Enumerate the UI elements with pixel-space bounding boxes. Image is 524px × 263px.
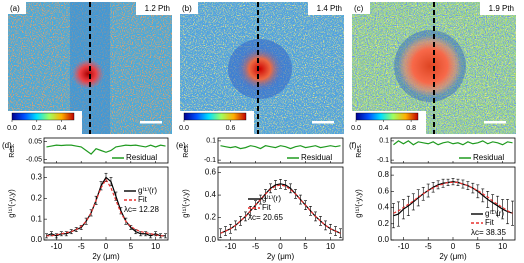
y-tick-label: 0.0 [378, 235, 390, 244]
annotation: λc= 38.35 [471, 228, 506, 237]
y-tick-label: 0.3 [31, 173, 43, 182]
colorbar-tick-label: 0.0 [179, 125, 189, 132]
x-tick-label: -5 [425, 242, 433, 251]
x-tick-label: 10 [326, 242, 335, 251]
y-tick-label: 0.4 [378, 203, 390, 212]
y-axis-label: g⁽¹⁾(-y,y) [354, 189, 363, 218]
label-box [352, 2, 370, 14]
y-tick-label: 0.0 [205, 235, 217, 244]
annotation: λc= 12.28 [124, 205, 159, 214]
label-box [180, 2, 198, 14]
residual-y-tick-label: 0.1 [206, 138, 216, 145]
x-tick-label: 0 [451, 242, 456, 251]
power-label: 1.9 Pth [489, 4, 514, 13]
colorbar [11, 112, 75, 121]
residual-y-tick-label: 0.1 [379, 138, 389, 145]
fit-line [220, 184, 341, 234]
fit-line [46, 178, 166, 237]
legend-label: Fit [485, 218, 495, 227]
x-tick-label: -10 [398, 242, 410, 251]
residual-y-label: Res. [183, 143, 190, 157]
residual-y-tick-label: -0.1 [377, 157, 389, 164]
x-tick-label: 10 [151, 242, 160, 251]
y-axis-label: g⁽¹⁾(-y,y) [7, 189, 16, 218]
x-tick-label: 5 [129, 242, 134, 251]
residual-y-tick-label: -0.1 [204, 157, 216, 164]
x-axis-label: 2y (μm) [92, 252, 120, 261]
colorbar-tick-label: 0.4 [379, 125, 389, 132]
colorbar [355, 112, 419, 121]
x-axis-label: 2y (μm) [439, 252, 467, 261]
legend-label: Residual [301, 153, 332, 162]
x-tick-label: 10 [498, 242, 507, 251]
colorbar-tick-label: 0.0 [7, 125, 17, 132]
colorbar-tick-label: 0.8 [406, 125, 416, 132]
y-tick-label: 0.6 [205, 168, 217, 177]
panel-label: (b) [182, 4, 192, 13]
x-tick-label: -5 [78, 242, 86, 251]
legend-label: g⁽¹⁾(r) [262, 194, 281, 203]
legend-label: g⁽¹⁾(r) [138, 186, 157, 195]
residual-y-tick-label: 0.05 [28, 138, 42, 145]
y-tick-label: 0.2 [378, 219, 390, 228]
residual-line [393, 140, 513, 146]
power-box [308, 2, 344, 15]
legend-label: g⁽¹⁾(r) [485, 209, 504, 218]
x-tick-label: 5 [303, 242, 308, 251]
panel-label: (c) [354, 4, 364, 13]
legend-label: Fit [138, 195, 148, 204]
image-a [8, 2, 172, 134]
colorbar-tick-label: 0.2 [32, 125, 42, 132]
y-tick-label: 0.8 [378, 170, 390, 179]
x-axis-label: 2y (μm) [267, 252, 295, 261]
colorbar-tick-label: 0.4 [57, 125, 67, 132]
image-c [352, 2, 516, 134]
x-tick-label: 5 [476, 242, 481, 251]
y-tick-label: 0.2 [31, 193, 43, 202]
y-tick-label: 0.1 [31, 214, 43, 223]
panel-label: (a) [10, 4, 20, 13]
fit-line [393, 181, 513, 214]
panel-label: (d) [2, 141, 12, 150]
data-line [220, 183, 341, 234]
panel-label: (e) [176, 141, 186, 150]
plot-frame [217, 166, 344, 241]
legend-label: Residual [473, 153, 504, 162]
label-box [8, 2, 26, 14]
legend-label: Fit [262, 203, 272, 212]
y-tick-label: 0.4 [205, 190, 217, 199]
residual-line [46, 144, 166, 155]
y-tick-label: 0.6 [378, 186, 390, 195]
colorbar-tick-label: 0.6 [226, 125, 236, 132]
annotation: λc= 20.65 [248, 213, 283, 222]
panel-label: (f) [349, 141, 357, 150]
colorbar [183, 112, 247, 121]
residual-y-tick-label: -0.05 [26, 156, 42, 163]
residual-y-label: Res. [9, 143, 16, 157]
data-line [46, 176, 166, 237]
y-tick-label: 0.2 [205, 213, 217, 222]
power-box [480, 2, 516, 15]
y-axis-label: g⁽¹⁾(-y,y) [181, 189, 190, 218]
x-tick-label: -10 [51, 242, 63, 251]
residual-y-label: Res. [356, 143, 363, 157]
residual-line [220, 145, 341, 150]
x-tick-label: -5 [252, 242, 260, 251]
y-tick-label: 0.0 [31, 235, 43, 244]
x-tick-label: -10 [225, 242, 237, 251]
power-label: 1.4 Pth [317, 4, 342, 13]
legend-label: Residual [126, 153, 157, 162]
colorbar-tick-label: 0.0 [351, 125, 361, 132]
x-tick-label: 0 [104, 242, 109, 251]
power-box [136, 2, 172, 15]
x-tick-label: 0 [278, 242, 283, 251]
data-line [393, 180, 513, 217]
power-label: 1.2 Pth [145, 4, 170, 13]
